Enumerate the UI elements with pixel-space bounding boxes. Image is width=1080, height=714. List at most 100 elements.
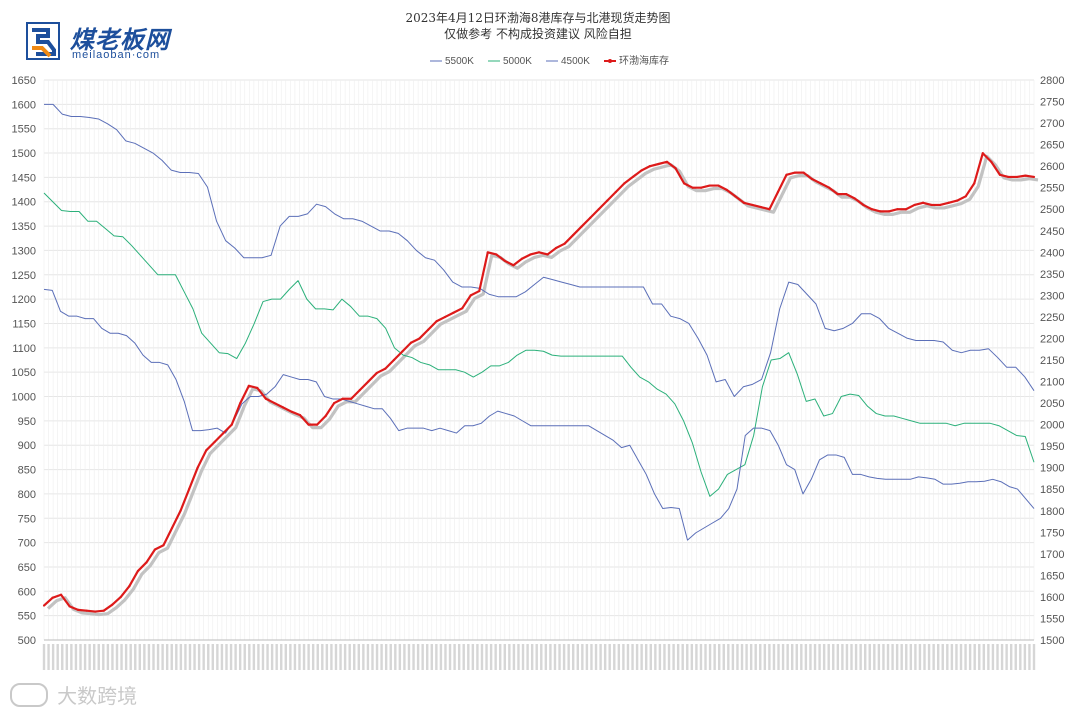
y-right-tick-17: 2350 — [1040, 269, 1064, 281]
series-3-point-116 — [1032, 175, 1036, 179]
x-tick-56 — [298, 644, 301, 670]
x-tick-75 — [384, 644, 388, 670]
series-3-point-10 — [128, 585, 131, 588]
y-left-tick-23: 1650 — [12, 75, 36, 87]
x-tick-38 — [216, 644, 219, 670]
series-3-point-72 — [657, 162, 660, 166]
y-right-tick-5: 1750 — [1040, 527, 1064, 539]
x-tick-145 — [704, 644, 707, 670]
series-3-point-35 — [341, 397, 344, 400]
series-3-point-33 — [324, 414, 327, 418]
x-tick-16 — [115, 644, 119, 670]
x-tick-122 — [599, 644, 602, 670]
series-3-point-59 — [546, 253, 549, 256]
y-axis-left: 500 550 600 650 700 750 800 850 900 950 1000 1050 11… — [12, 75, 36, 647]
x-tick-27 — [165, 644, 169, 670]
series-3-point-74 — [674, 167, 677, 170]
x-tick-185 — [886, 644, 890, 670]
x-tick-46 — [252, 644, 256, 670]
y-right-tick-22: 2600 — [1040, 161, 1064, 173]
y-right-tick-6: 1800 — [1040, 506, 1064, 518]
x-tick-63 — [330, 644, 333, 670]
series-3-point-23 — [239, 401, 242, 405]
series-3-point-77 — [700, 186, 703, 189]
x-tick-162 — [781, 644, 785, 670]
x-tick-78 — [398, 644, 402, 670]
x-tick-101 — [503, 644, 506, 670]
series-3-point-44 — [418, 337, 421, 340]
y-right-tick-0: 1500 — [1040, 635, 1064, 647]
y-left-tick-14: 1200 — [12, 294, 36, 306]
series-3-point-4 — [77, 608, 80, 611]
x-tick-99 — [494, 644, 497, 670]
x-tick-188 — [900, 644, 903, 670]
y-right-tick-15: 2250 — [1040, 312, 1064, 324]
x-tick-191 — [914, 644, 917, 670]
x-tick-35 — [202, 644, 205, 670]
x-tick-34 — [197, 644, 201, 670]
x-tick-208 — [991, 644, 995, 670]
y-left-tick-20: 1500 — [12, 148, 36, 160]
logo[interactable]: 煤老板网 meilaoban·com — [26, 20, 226, 64]
series-3-point-20 — [213, 440, 216, 443]
y-right-tick-26: 2800 — [1040, 75, 1064, 87]
x-tick-49 — [266, 644, 269, 670]
x-tick-133 — [649, 644, 652, 670]
series-3-point-75 — [682, 182, 686, 185]
x-tick-83 — [421, 644, 424, 670]
series-3-point-46 — [435, 320, 438, 323]
x-tick-202 — [964, 644, 967, 670]
x-tick-152 — [736, 644, 739, 670]
x-tick-146 — [708, 644, 712, 670]
legend-label-2: 4500K — [561, 56, 590, 67]
series-3-point-30 — [298, 414, 302, 417]
x-tick-169 — [813, 644, 817, 670]
series-3-point-58 — [537, 251, 541, 254]
y-left-tick-5: 750 — [18, 513, 36, 525]
x-tick-30 — [179, 644, 183, 670]
y-right-tick-11: 2050 — [1040, 398, 1064, 410]
x-tick-54 — [289, 644, 292, 670]
series-3-point-3 — [68, 605, 71, 608]
x-tick-44 — [243, 644, 246, 670]
x-tick-45 — [248, 644, 251, 670]
x-tick-126 — [617, 644, 621, 670]
series-3-point-22 — [230, 423, 233, 426]
x-tick-94 — [471, 644, 475, 670]
series-3-point-109 — [973, 182, 976, 185]
series-3-point-17 — [187, 488, 191, 491]
x-tick-66 — [343, 644, 347, 670]
x-tick-131 — [640, 644, 643, 670]
x-tick-165 — [795, 644, 798, 670]
series-3-point-21 — [222, 432, 225, 435]
y-left-tick-16: 1300 — [12, 245, 36, 257]
series-line-0 — [44, 103, 1035, 398]
x-tick-113 — [558, 644, 561, 670]
x-tick-197 — [941, 644, 944, 670]
x-tick-167 — [804, 644, 808, 670]
series-3-point-56 — [520, 257, 524, 260]
y-right-tick-4: 1700 — [1040, 549, 1064, 561]
series-3-point-73 — [665, 160, 669, 163]
x-tick-143 — [695, 644, 698, 670]
x-tick-39 — [220, 644, 224, 670]
x-tick-212 — [1009, 644, 1013, 670]
x-tick-196 — [936, 644, 940, 670]
x-tick-97 — [485, 644, 488, 670]
x-tick-194 — [927, 644, 931, 670]
series-3-point-82 — [742, 201, 745, 204]
x-tick-3 — [56, 644, 59, 670]
x-tick-190 — [909, 644, 913, 670]
y-left-tick-18: 1400 — [12, 197, 36, 209]
series-3-point-87 — [785, 173, 788, 176]
x-tick-118 — [581, 644, 584, 670]
y-right-tick-19: 2450 — [1040, 226, 1064, 238]
x-tick-37 — [211, 644, 215, 670]
x-tick-21 — [138, 644, 142, 670]
series-3-point-5 — [85, 609, 88, 612]
x-tick-67 — [348, 644, 351, 670]
x-tick-55 — [293, 644, 297, 670]
x-tick-123 — [603, 644, 607, 670]
x-tick-22 — [143, 644, 146, 670]
